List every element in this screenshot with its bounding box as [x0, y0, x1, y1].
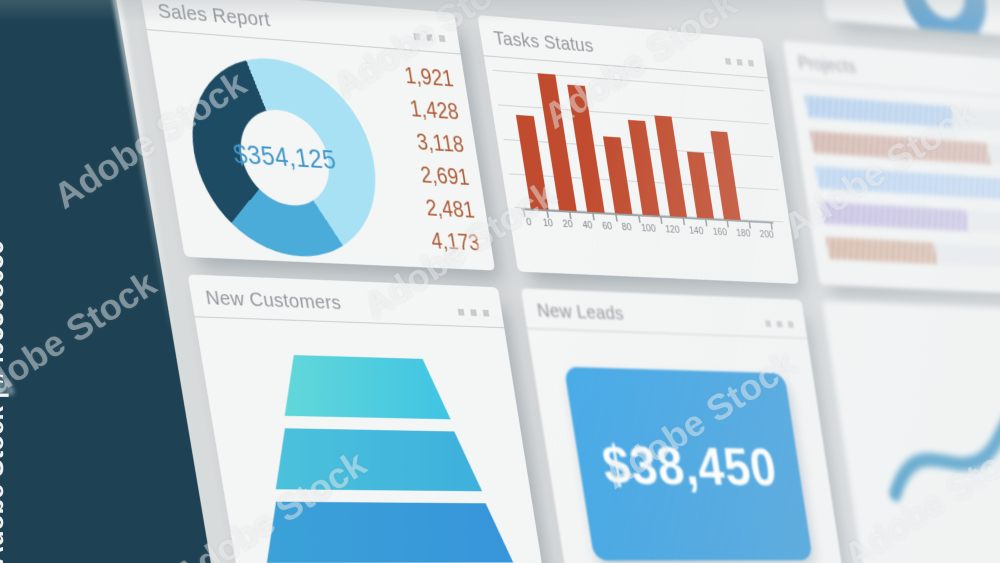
funnel-band — [274, 354, 450, 419]
bar — [710, 131, 741, 221]
funnel-band — [266, 428, 482, 491]
tick — [726, 221, 730, 228]
tick-label: 20 — [562, 218, 574, 231]
card-menu-dots[interactable] — [724, 58, 755, 70]
bar — [686, 152, 714, 219]
card-tasks-status: Tasks Status 0 10 20 40 60 80 100 120 140 160 180 2… — [477, 14, 800, 284]
tick-label: 10 — [542, 217, 554, 230]
tick-label: 80 — [621, 221, 633, 234]
bar — [515, 115, 549, 210]
progress-fill — [820, 201, 969, 232]
bars — [509, 71, 773, 222]
tick — [704, 219, 708, 227]
progress-fill — [815, 166, 1000, 201]
progress-fill — [825, 236, 938, 265]
tick-label: 180 — [735, 227, 752, 240]
tick-label: 120 — [664, 224, 681, 236]
sidebar-item-reports[interactable]: Reports — [0, 439, 202, 509]
tick-label: 0 — [525, 216, 533, 229]
card-title: New Leads — [535, 299, 626, 325]
progress-track — [809, 130, 1000, 169]
tick — [615, 215, 618, 222]
sidebar-item-projects[interactable]: Projects — [0, 303, 180, 379]
donut-center-value: $354,125 — [231, 139, 339, 175]
donut-hole: $354,125 — [231, 107, 338, 208]
funnel-band — [257, 502, 514, 563]
sidebar-item-dashboards[interactable]: Dashboards — [0, 370, 17, 400]
bar-chart — [492, 69, 784, 223]
card-menu-dots[interactable] — [765, 320, 794, 332]
progress-track — [815, 166, 1000, 203]
sidebar-item-details[interactable]: Details — [0, 234, 169, 313]
progress-bars — [804, 95, 1000, 271]
progress-fill — [809, 130, 991, 165]
tick-label: 100 — [640, 222, 657, 235]
card-menu-dots[interactable] — [413, 32, 446, 46]
tick-label: 140 — [688, 225, 705, 237]
tick — [682, 218, 686, 226]
progress-track — [825, 236, 1000, 271]
progress-track — [820, 201, 1000, 237]
tick-label: 160 — [712, 226, 728, 239]
bar — [654, 115, 688, 218]
tick-label: 60 — [601, 220, 613, 233]
tick-label: 200 — [759, 229, 775, 241]
bar — [602, 135, 633, 215]
card-title: Sales Report — [156, 0, 272, 32]
card-menu-dots[interactable] — [457, 308, 490, 320]
donut-value: 2,691 — [418, 162, 471, 190]
donut-value: 2,481 — [424, 195, 476, 223]
sidebar-item-campaigns[interactable]: Campaigns — [0, 28, 136, 116]
progress-fill — [804, 95, 954, 128]
kpi-box: $38,450 — [563, 366, 813, 561]
card-sales-report: Sales Report $354,125 1,921 1,428 3,118 2,6… — [139, 0, 496, 271]
card-title: Projects — [796, 52, 858, 78]
tick-label: 40 — [581, 219, 594, 232]
funnel-chart — [201, 352, 565, 563]
bar — [627, 120, 660, 216]
tick — [592, 213, 595, 221]
donut-value: 1,428 — [408, 96, 461, 125]
tick — [660, 217, 663, 224]
progress-track — [804, 95, 1000, 135]
kpi-value: $38,450 — [598, 433, 781, 497]
card-projects: Projects — [782, 40, 1000, 297]
sidebar-item-emails[interactable]: Emails — [0, 507, 213, 563]
donut-value: 3,118 — [414, 129, 466, 157]
donut-chart: $354,125 — [177, 51, 390, 261]
card-title: New Customers — [203, 286, 343, 314]
donut-value: 4,173 — [429, 228, 482, 256]
mini-line-chart — [867, 355, 1000, 530]
card-title: Tasks Status — [492, 27, 595, 57]
donut-value: 1,921 — [402, 63, 456, 92]
